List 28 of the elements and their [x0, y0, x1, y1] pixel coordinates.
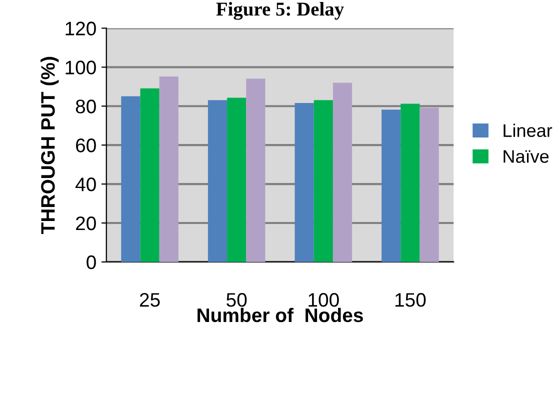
- y-axis-title: THROUGH PUT (%): [40, 56, 59, 234]
- bar: [140, 88, 160, 262]
- y-tick-label: 80: [76, 100, 96, 114]
- y-tick-label: 100: [66, 60, 96, 74]
- legend-label: Linear: [504, 124, 552, 137]
- x-tick-label: 150: [395, 293, 426, 307]
- y-tick-label: 60: [76, 138, 96, 152]
- bar: [382, 110, 401, 262]
- y-tick-label: 40: [76, 178, 96, 192]
- bar: [208, 100, 228, 262]
- bar: [420, 108, 439, 262]
- bar: [314, 100, 333, 262]
- x-tick-label: 50: [226, 293, 247, 307]
- y-tick-label: 20: [76, 216, 96, 230]
- bar: [332, 82, 352, 262]
- bar: [159, 76, 178, 262]
- x-axis-title: Number of Nodes: [198, 308, 363, 322]
- y-tick-label: 120: [66, 22, 96, 36]
- bar: [121, 96, 140, 262]
- bar: [227, 98, 246, 262]
- bar: [294, 103, 314, 262]
- bar: [246, 78, 266, 262]
- bar: [400, 104, 420, 262]
- legend-label: Naïve: [504, 150, 549, 163]
- chart-title: Figure 5: Delay: [216, 2, 344, 20]
- x-tick-label: 100: [308, 293, 339, 307]
- x-tick-label: 25: [140, 293, 160, 307]
- y-tick-label: 0: [86, 255, 96, 270]
